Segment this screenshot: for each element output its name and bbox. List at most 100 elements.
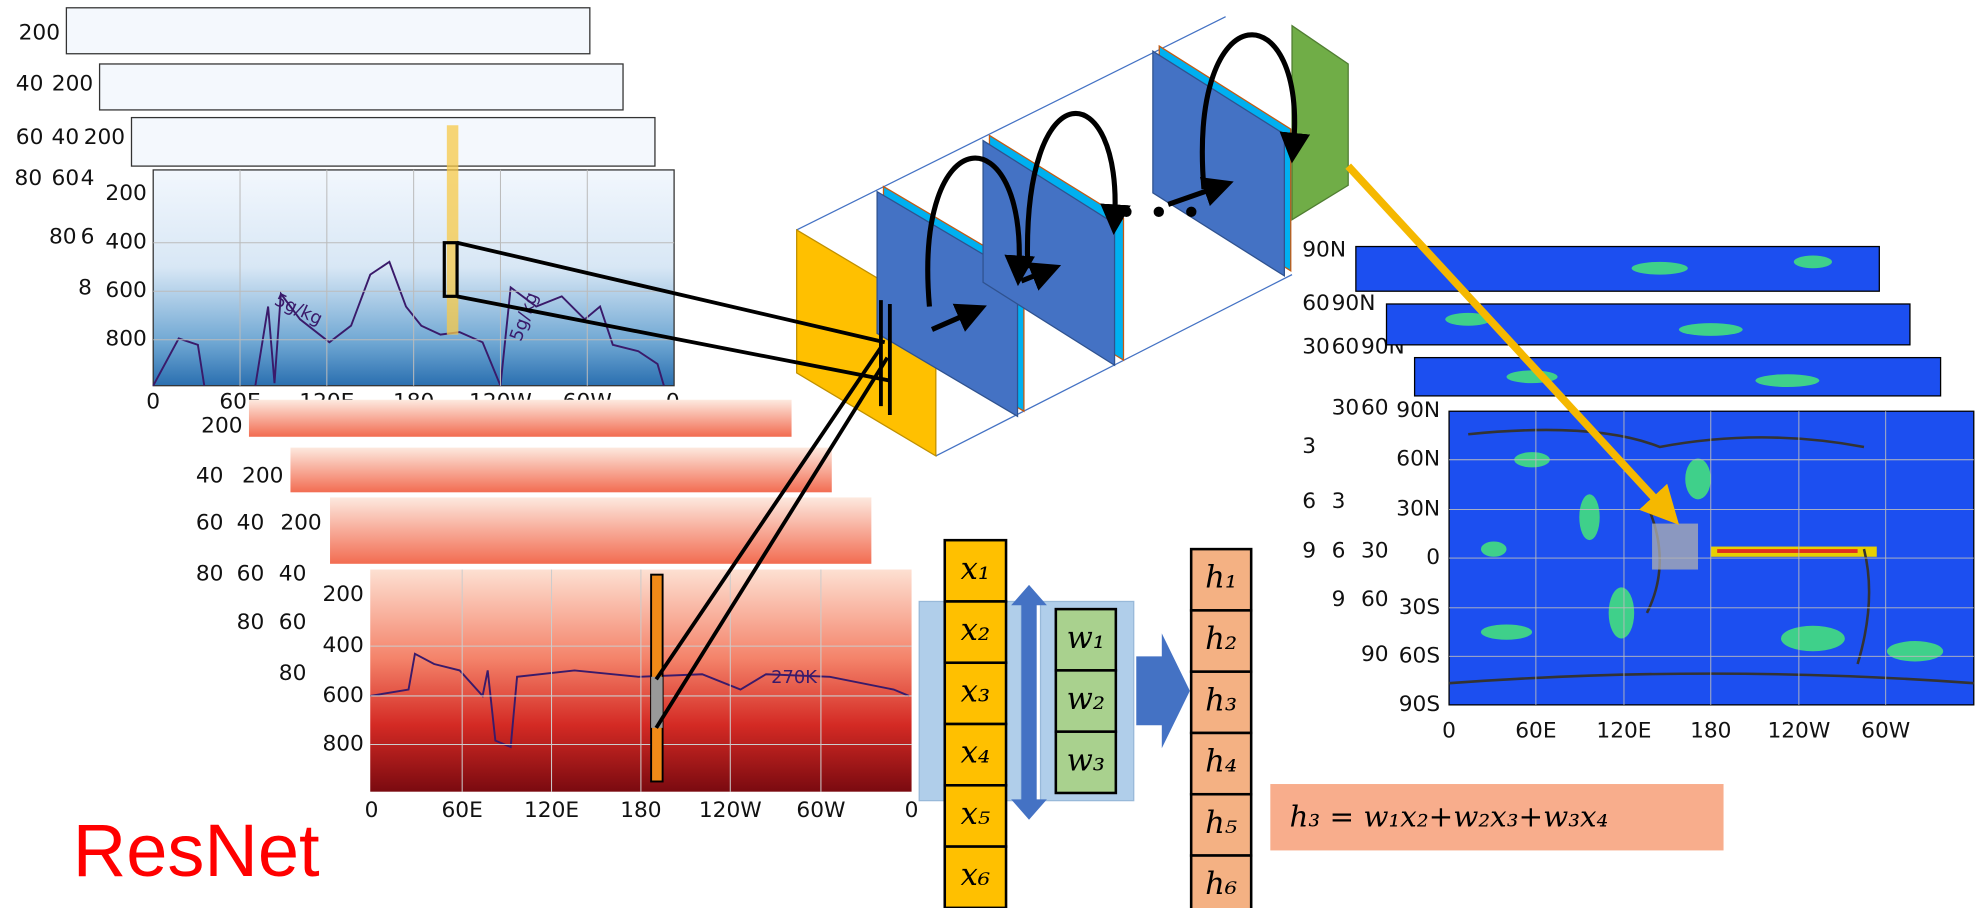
peek-label: 60 [1361,587,1389,612]
x-tick-label: 120E [1596,719,1651,744]
ellipsis: • • • [1116,193,1202,234]
back-panel [249,400,792,437]
cell-label: h₆ [1205,867,1237,902]
back-map [1415,358,1941,396]
y-tick-label: 600 [105,278,146,303]
peek-label: 9 [1332,587,1346,612]
peek-label: 60 [1361,396,1389,421]
target-box [1652,524,1698,570]
y-tick-label: 90N [1396,398,1440,423]
peek-label: 40 [237,511,265,536]
peek-label: 4 [81,166,95,191]
cell-label: h₄ [1205,745,1237,780]
peek-label: 80 [237,610,265,635]
x-tick-label: 0 [1442,719,1456,744]
peek-label: 80 [15,166,43,191]
back-panel [66,8,589,54]
cell-label: x₅ [961,797,991,832]
peek-label: 40 [52,125,80,150]
x-tick-label: 60E [442,798,483,823]
peek-label: 40 [279,562,307,587]
cell-label: x₁ [961,552,991,587]
cell-label: x₆ [961,858,991,893]
cell-label: x₃ [961,674,991,709]
x-tick-label: 180 [1690,719,1731,744]
peek-label: 200 [84,125,125,150]
back-map [1356,247,1879,292]
column-highlight [447,125,458,334]
peek-label: 60 [1332,334,1360,359]
x-tick-label: 60E [1515,719,1556,744]
y-tick-label: 200 [105,181,146,206]
output-layer [1292,26,1348,220]
peek-label: 60 [16,125,44,150]
y-tick-label: 200 [322,582,363,607]
peek-label: 90N [1302,237,1346,262]
cell-label: h₁ [1205,561,1237,596]
x-tick-label: 60W [796,798,845,823]
y-tick-label: 800 [105,327,146,352]
cell-label: w₃ [1067,743,1106,778]
peek-label: 9 [1302,539,1316,564]
peek-label: 80 [279,661,307,686]
cell-label: w₂ [1067,682,1106,717]
peek-label: 6 [1302,489,1316,514]
cell-label: w₁ [1067,621,1106,656]
peek-label: 60 [279,610,307,635]
peek-label: 80 [196,562,224,587]
x-tick-label: 0 [905,798,919,823]
cell-label: h₃ [1205,683,1237,718]
y-tick-label: 60S [1399,643,1440,668]
contour-label: 270K [771,667,818,688]
peek-label: 30 [1361,539,1389,564]
back-panel [132,118,655,167]
peek-label: 200 [280,511,321,536]
cell-label: h₅ [1205,806,1237,841]
y-tick-label: 400 [105,230,146,255]
peek-label: 30 [1302,334,1330,359]
peek-label: 3 [1332,489,1346,514]
y-tick-label: 800 [322,731,363,756]
peek-label: 60 [196,511,224,536]
y-tick-label: 30N [1396,497,1440,522]
peek-label: 40 [196,463,224,488]
peek-label: 90 [1361,642,1389,667]
output-arrow [1136,633,1190,748]
y-tick-label: 90S [1399,692,1440,717]
cell-label: h₂ [1205,622,1237,657]
x-tick-label: 180 [620,798,661,823]
cell-label: x₄ [961,736,991,771]
peek-label: 6 [81,225,95,250]
back-panel [290,447,833,493]
y-tick-label: 0 [1426,545,1440,570]
y-tick-label: 30S [1399,595,1440,620]
back-panel [329,497,872,565]
peek-label: 80 [49,225,77,250]
y-tick-label: 400 [322,633,363,658]
diagram: 868046080200406020040200 200400600800060… [0,0,1984,908]
model-name: ResNet [73,809,320,892]
y-tick-label: 60N [1396,447,1440,472]
peek-label: 60 [1302,291,1330,316]
peek-label: 200 [19,20,60,45]
y-tick-label: 600 [322,683,363,708]
peek-label: 200 [52,71,93,96]
peek-label: 40 [16,71,44,96]
peek-label: 6 [1332,539,1346,564]
peek-label: 8 [78,276,92,301]
x-tick-label: 120E [524,798,579,823]
x-tick-label: 0 [365,798,379,823]
x-tick-label: 60W [1861,719,1910,744]
peek-label: 60 [237,562,265,587]
peek-label: 90N [1332,291,1376,316]
x-tick-label: 0 [146,389,160,414]
peek-label: 3 [1302,434,1316,459]
peek-label: 200 [242,463,283,488]
peek-label: 30 [1332,396,1360,421]
back-panel [100,64,623,110]
x-tick-label: 120W [699,798,762,823]
peek-label: 60 [52,166,80,191]
